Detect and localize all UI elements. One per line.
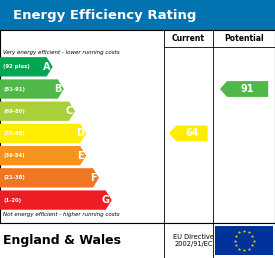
Text: Not energy efficient - higher running costs: Not energy efficient - higher running co… xyxy=(3,212,120,217)
Text: C: C xyxy=(66,106,73,116)
Text: Very energy efficient - lower running costs: Very energy efficient - lower running co… xyxy=(3,50,120,55)
Text: E: E xyxy=(78,151,84,161)
Text: Potential: Potential xyxy=(224,34,264,43)
Polygon shape xyxy=(0,124,86,143)
Polygon shape xyxy=(169,125,208,141)
Polygon shape xyxy=(0,168,99,188)
Text: EU Directive
2002/91/EC: EU Directive 2002/91/EC xyxy=(173,234,214,247)
Bar xyxy=(0,223,275,258)
Bar xyxy=(0,0,275,30)
Text: (55-68): (55-68) xyxy=(3,131,25,136)
Polygon shape xyxy=(220,81,268,97)
Polygon shape xyxy=(0,190,112,210)
Polygon shape xyxy=(0,146,86,165)
Polygon shape xyxy=(0,102,75,121)
Text: (69-80): (69-80) xyxy=(3,109,25,114)
Bar xyxy=(215,226,273,255)
Text: England & Wales: England & Wales xyxy=(3,234,121,247)
Text: A: A xyxy=(43,62,51,72)
Text: 64: 64 xyxy=(185,128,199,139)
Polygon shape xyxy=(0,57,53,76)
Text: G: G xyxy=(102,195,110,205)
Text: (81-91): (81-91) xyxy=(3,86,25,92)
Text: (21-38): (21-38) xyxy=(3,175,25,180)
Text: 91: 91 xyxy=(241,84,254,94)
Polygon shape xyxy=(0,79,64,99)
Text: D: D xyxy=(76,128,84,139)
Text: (92 plus): (92 plus) xyxy=(3,64,30,69)
Text: (39-54): (39-54) xyxy=(3,153,25,158)
Text: Energy Efficiency Rating: Energy Efficiency Rating xyxy=(13,9,196,22)
Bar xyxy=(0,30,275,223)
Text: (1-20): (1-20) xyxy=(3,198,21,203)
Text: Current: Current xyxy=(172,34,205,43)
Text: F: F xyxy=(90,173,97,183)
Text: B: B xyxy=(54,84,62,94)
